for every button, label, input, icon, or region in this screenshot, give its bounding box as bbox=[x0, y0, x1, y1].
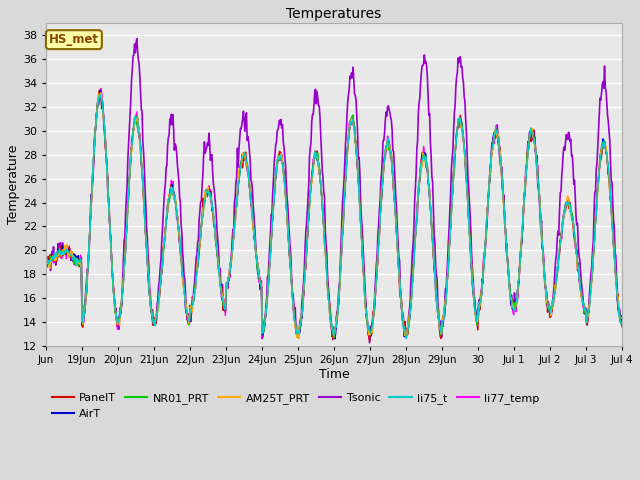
Text: HS_met: HS_met bbox=[49, 33, 99, 46]
X-axis label: Time: Time bbox=[319, 368, 349, 381]
Legend: PanelT, AirT, NR01_PRT, AM25T_PRT, Tsonic, li75_t, li77_temp: PanelT, AirT, NR01_PRT, AM25T_PRT, Tsoni… bbox=[52, 394, 540, 419]
Title: Temperatures: Temperatures bbox=[286, 7, 381, 21]
Y-axis label: Temperature: Temperature bbox=[7, 145, 20, 224]
